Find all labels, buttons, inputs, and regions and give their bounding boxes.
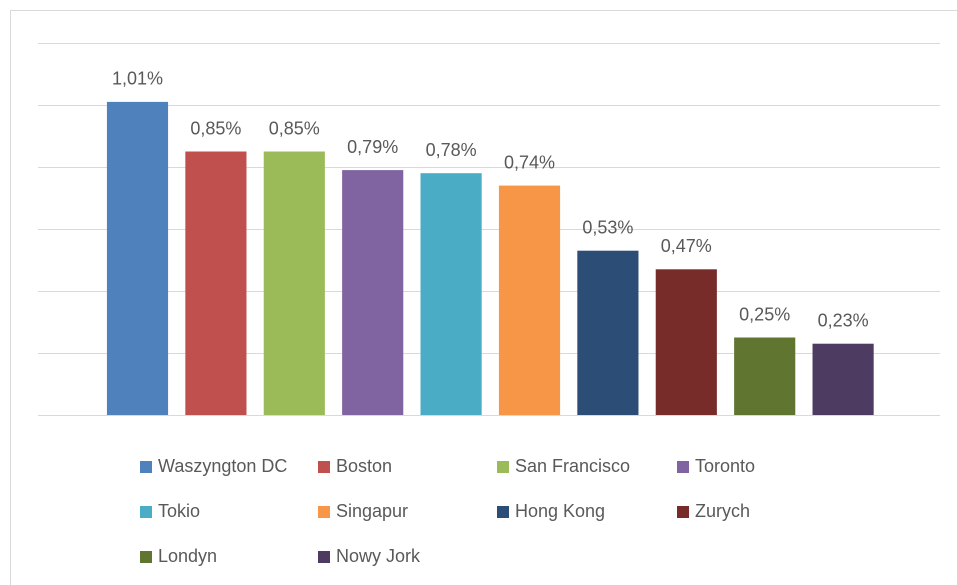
bar — [106, 101, 169, 416]
data-label: 0,85% — [269, 118, 320, 138]
legend-swatch — [140, 461, 152, 473]
legend-swatch — [497, 506, 509, 518]
legend-label: Londyn — [158, 546, 217, 566]
bar — [263, 151, 325, 415]
bar — [734, 337, 796, 415]
legend-label: Waszyngton DC — [158, 456, 287, 476]
data-label: 0,78% — [426, 140, 477, 160]
legend-swatch — [318, 551, 330, 563]
data-label: 0,23% — [818, 310, 869, 330]
data-label: 0,85% — [190, 118, 241, 138]
legend-label: San Francisco — [515, 456, 630, 476]
bar — [185, 151, 247, 415]
data-label: 0,47% — [661, 236, 712, 256]
bar — [812, 343, 874, 415]
chart-border — [10, 10, 957, 585]
bar — [420, 173, 482, 415]
data-label: 0,74% — [504, 152, 555, 172]
bar — [498, 185, 561, 415]
legend-swatch — [318, 506, 330, 518]
legend-swatch — [318, 461, 330, 473]
bar — [577, 250, 639, 415]
legend-swatch — [140, 551, 152, 563]
legend-swatch — [140, 506, 152, 518]
legend-label: Nowy Jork — [336, 546, 421, 566]
data-label: 0,79% — [347, 137, 398, 157]
legend-swatch — [677, 506, 689, 518]
data-label: 0,53% — [582, 217, 633, 237]
legend-swatch — [677, 461, 689, 473]
legend-label: Boston — [336, 456, 392, 476]
legend-swatch — [497, 461, 509, 473]
legend-label: Toronto — [695, 456, 755, 476]
data-label: 0,25% — [739, 304, 790, 324]
legend-label: Zurych — [695, 501, 750, 521]
data-label: 1,01% — [112, 69, 163, 89]
legend-label: Tokio — [158, 501, 200, 521]
bar — [342, 170, 404, 415]
legend-label: Singapur — [336, 501, 408, 521]
bar — [655, 269, 717, 415]
legend-label: Hong Kong — [515, 501, 605, 521]
